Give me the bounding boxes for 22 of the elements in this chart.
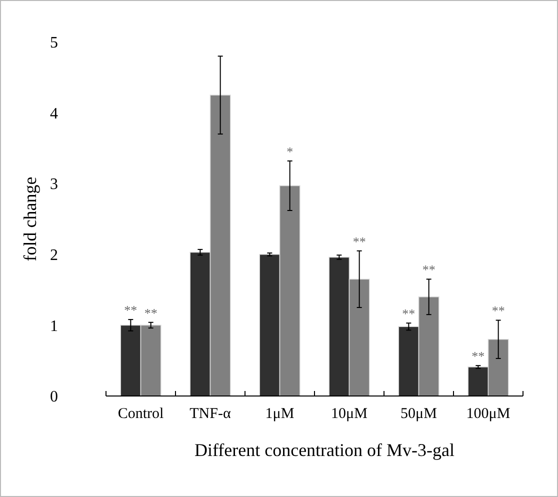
annotation: ** [492, 303, 505, 318]
y-tick-label: 1 [50, 318, 58, 335]
annotation: ** [472, 348, 485, 364]
x-tick-label: 10μM [331, 406, 368, 422]
y-tick-label: 0 [50, 388, 58, 406]
x-axis-title: Different concentration of Mv-3-gal [194, 440, 455, 460]
annotation: ** [144, 305, 158, 320]
x-tick-label: TNF-α [190, 406, 231, 422]
x-tick-label: Control [118, 406, 164, 422]
x-tick-label: 100μM [466, 406, 510, 422]
y-tick-label: 3 [50, 176, 58, 194]
annotation: ** [352, 234, 366, 249]
y-tick-label: 4 [50, 105, 58, 122]
annotation: * [286, 144, 294, 159]
y-tick-label: 2 [50, 247, 58, 264]
x-tick-label: 50μM [400, 406, 437, 422]
annotation: ** [422, 262, 436, 278]
x-tick-label: 1μM [265, 406, 294, 422]
y-axis-title: fold change [20, 176, 40, 262]
y-tick-label: 5 [50, 34, 58, 52]
annotation: ** [124, 302, 138, 318]
annotation: ** [402, 306, 416, 322]
